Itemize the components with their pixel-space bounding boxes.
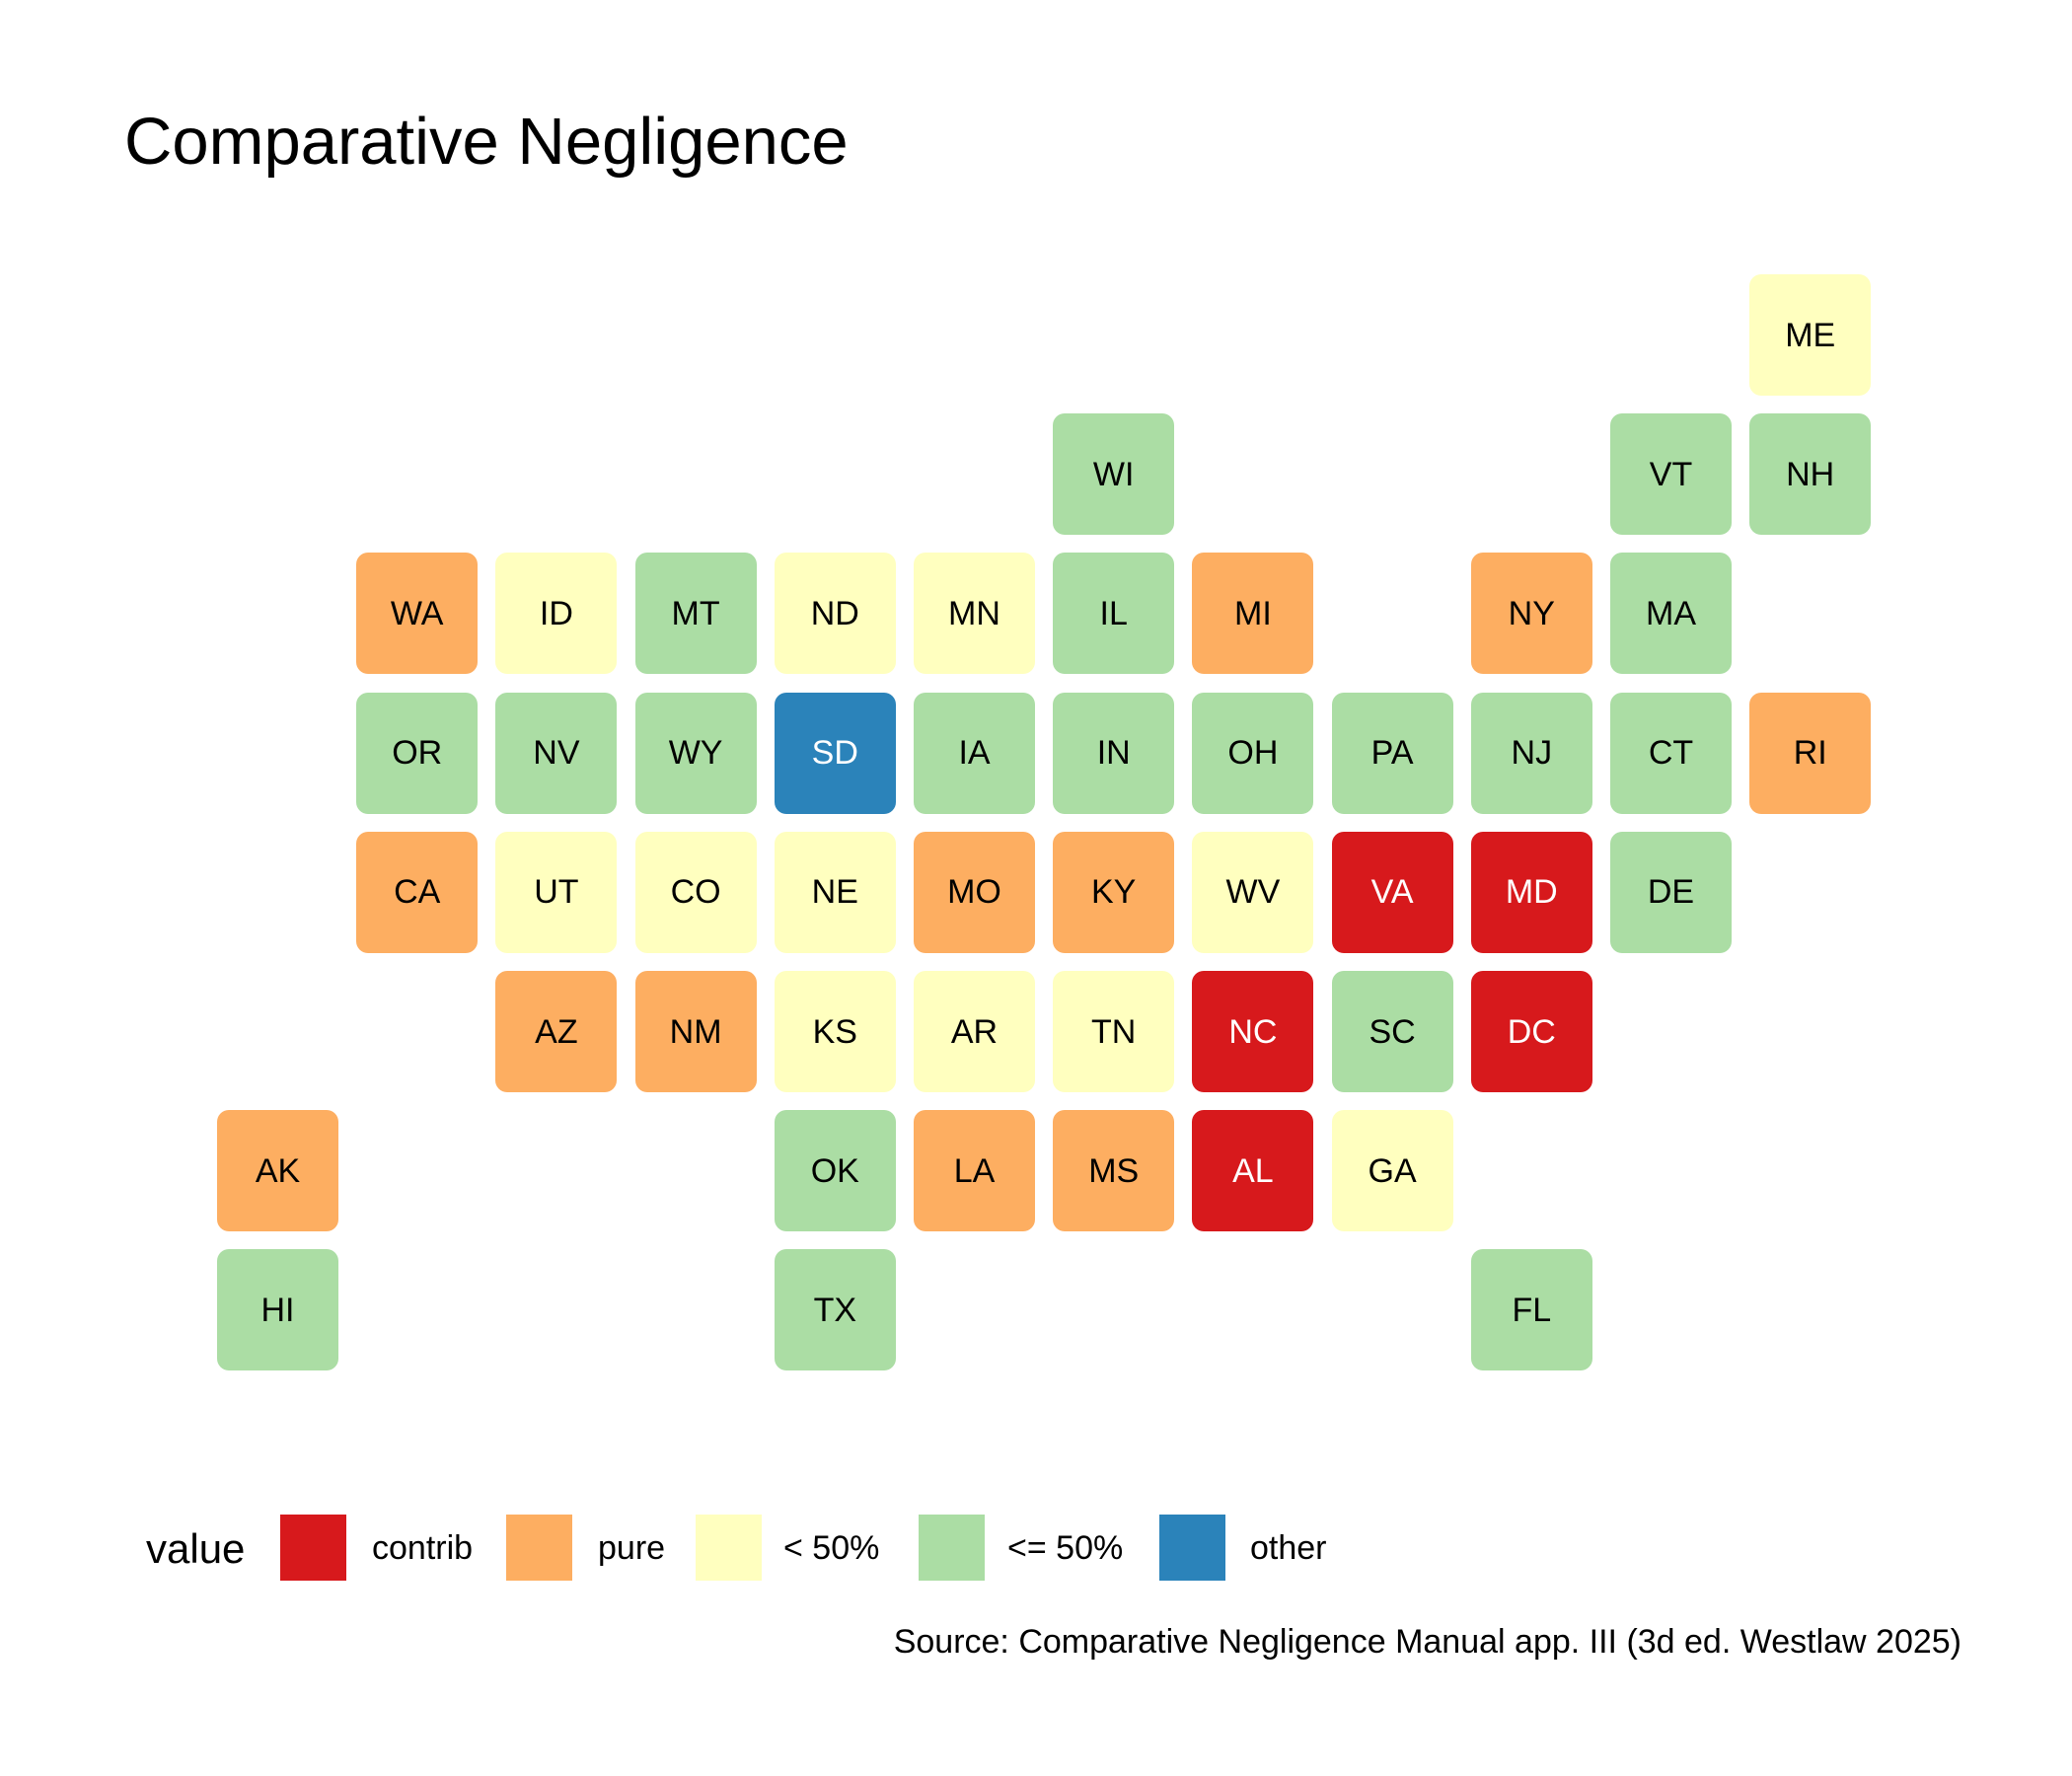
state-tile-ut: UT bbox=[495, 831, 618, 953]
state-tile-de: DE bbox=[1610, 831, 1732, 953]
legend-label-pure: pure bbox=[598, 1529, 666, 1567]
state-tile-dc: DC bbox=[1470, 971, 1592, 1092]
state-tile-nj: NJ bbox=[1470, 692, 1592, 814]
state-tile-id: ID bbox=[495, 553, 618, 675]
state-tile-wi: WI bbox=[1053, 413, 1175, 536]
legend-title: value bbox=[146, 1525, 246, 1572]
state-tile-mi: MI bbox=[1192, 553, 1314, 675]
state-tile-grid: ME WI VT NH WA ID MT ND MN IL MI NY MA OR NV WY SD IA IN OH… bbox=[217, 274, 1872, 1371]
state-tile-il: IL bbox=[1053, 553, 1175, 675]
legend-swatch-other bbox=[1159, 1515, 1225, 1581]
state-tile-ct: CT bbox=[1610, 692, 1732, 814]
state-tile-nh: NH bbox=[1749, 413, 1872, 536]
state-tile-wy: WY bbox=[634, 692, 757, 814]
chart-title: Comparative Negligence bbox=[124, 105, 849, 179]
source-caption: Source: Comparative Negligence Manual ap… bbox=[893, 1623, 1961, 1661]
state-tile-la: LA bbox=[914, 1110, 1035, 1232]
state-tile-nv: NV bbox=[495, 692, 618, 814]
state-tile-mn: MN bbox=[914, 553, 1035, 675]
state-tile-wa: WA bbox=[356, 553, 479, 675]
state-tile-al: AL bbox=[1192, 1110, 1314, 1232]
state-tile-va: VA bbox=[1331, 831, 1453, 953]
state-tile-hi: HI bbox=[217, 1249, 338, 1371]
state-tile-vt: VT bbox=[1610, 413, 1732, 536]
legend-swatch-contrib bbox=[280, 1515, 346, 1581]
state-tile-mt: MT bbox=[634, 553, 757, 675]
state-tile-ma: MA bbox=[1610, 553, 1732, 675]
state-tile-in: IN bbox=[1053, 692, 1175, 814]
state-tile-or: OR bbox=[356, 692, 479, 814]
state-tile-nm: NM bbox=[634, 971, 757, 1092]
state-tile-sc: SC bbox=[1331, 971, 1453, 1092]
state-tile-fl: FL bbox=[1470, 1249, 1592, 1371]
state-tile-mo: MO bbox=[914, 831, 1035, 953]
legend-swatch-le50 bbox=[919, 1515, 985, 1581]
legend-swatch-lt50 bbox=[696, 1515, 762, 1581]
state-tile-nd: ND bbox=[774, 553, 896, 675]
state-tile-ne: NE bbox=[774, 831, 896, 953]
state-tile-nc: NC bbox=[1192, 971, 1314, 1092]
state-tile-ak: AK bbox=[217, 1110, 338, 1232]
state-tile-ms: MS bbox=[1053, 1110, 1175, 1232]
state-tile-ok: OK bbox=[774, 1110, 896, 1232]
state-tile-ia: IA bbox=[914, 692, 1035, 814]
legend-label-le50: <= 50% bbox=[1007, 1529, 1124, 1567]
state-tile-tn: TN bbox=[1053, 971, 1175, 1092]
state-tile-az: AZ bbox=[495, 971, 618, 1092]
legend-swatch-pure bbox=[506, 1515, 572, 1581]
legend-label-contrib: contrib bbox=[372, 1529, 474, 1567]
state-tile-ca: CA bbox=[356, 831, 479, 953]
state-tile-co: CO bbox=[634, 831, 757, 953]
state-tile-ga: GA bbox=[1331, 1110, 1453, 1232]
state-tile-wv: WV bbox=[1192, 831, 1314, 953]
state-tile-ny: NY bbox=[1470, 553, 1592, 675]
state-tile-ri: RI bbox=[1749, 692, 1872, 814]
state-tile-ks: KS bbox=[774, 971, 896, 1092]
state-tile-tx: TX bbox=[774, 1249, 896, 1371]
state-tile-sd: SD bbox=[774, 692, 896, 814]
state-tile-oh: OH bbox=[1192, 692, 1314, 814]
state-tile-ar: AR bbox=[914, 971, 1035, 1092]
legend-label-other: other bbox=[1250, 1529, 1327, 1567]
state-tile-me: ME bbox=[1749, 274, 1872, 396]
state-tile-pa: PA bbox=[1331, 692, 1453, 814]
legend-label-lt50: < 50% bbox=[783, 1529, 880, 1567]
state-tile-md: MD bbox=[1470, 831, 1592, 953]
state-tile-ky: KY bbox=[1053, 831, 1175, 953]
